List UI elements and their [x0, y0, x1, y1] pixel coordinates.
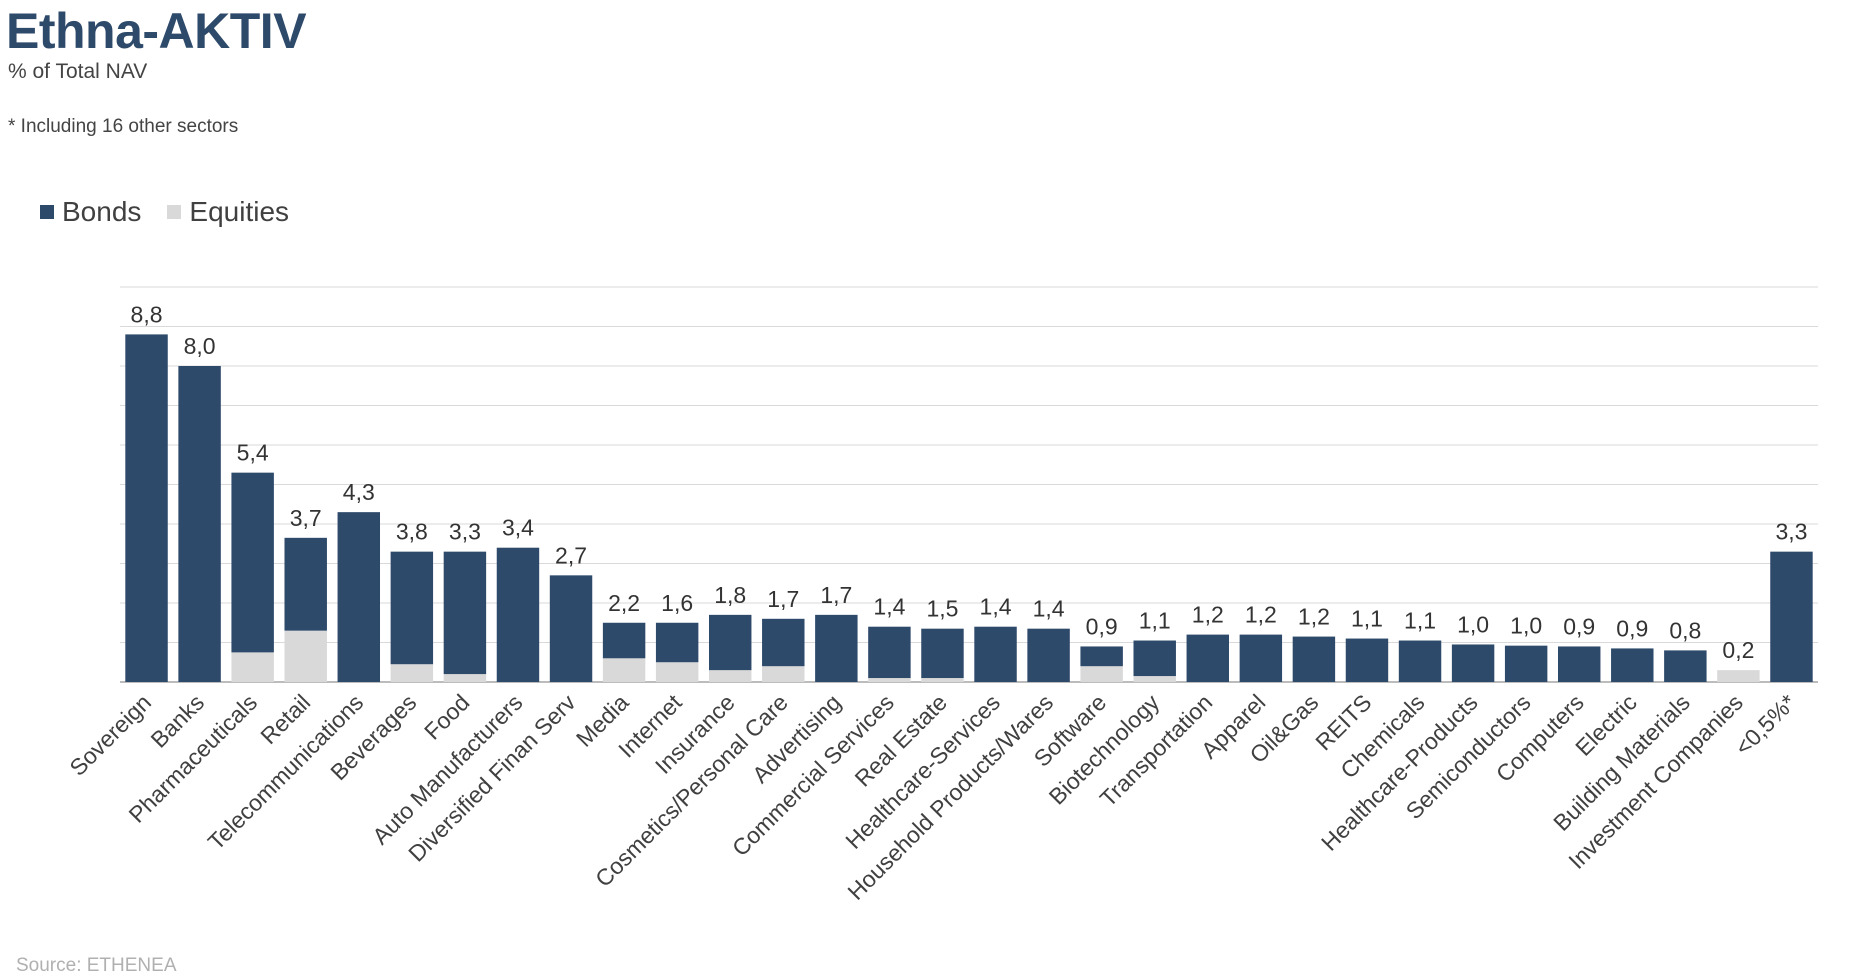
legend-label-bonds: Bonds	[62, 196, 142, 227]
legend-label-equities: Equities	[189, 196, 290, 227]
bar-equities-14	[868, 678, 911, 682]
legend-swatch-equities	[167, 205, 182, 219]
chart-subtitle: % of Total NAV	[8, 60, 148, 83]
data-label-11: 1,8	[714, 582, 746, 608]
data-label-4: 4,3	[343, 479, 375, 505]
data-label-28: 0,9	[1616, 615, 1648, 641]
bar-bonds-12	[762, 618, 805, 667]
bar-equities-30	[1717, 670, 1760, 682]
data-label-6: 3,3	[449, 519, 481, 545]
bar-bonds-31	[1770, 551, 1813, 682]
bar-bonds-23	[1345, 638, 1389, 682]
bar-bonds-7	[496, 547, 540, 682]
bar-bonds-3	[284, 537, 327, 631]
bar-equities-11	[708, 670, 752, 682]
bar-bonds-1	[178, 366, 221, 682]
bar-bonds-28	[1611, 648, 1654, 682]
bar-equities-2	[231, 652, 274, 682]
bar-bonds-0	[125, 334, 168, 682]
data-label-15: 1,5	[926, 596, 958, 622]
bar-bonds-25	[1451, 644, 1495, 682]
page-title: Ethna-AKTIV	[6, 3, 307, 59]
data-label-7: 3,4	[502, 515, 534, 541]
data-label-20: 1,2	[1192, 602, 1224, 628]
bar-bonds-20	[1186, 634, 1230, 682]
data-label-9: 2,2	[608, 590, 640, 616]
bar-equities-12	[762, 666, 805, 682]
bar-bonds-2	[231, 472, 274, 653]
data-label-12: 1,7	[767, 586, 799, 612]
bar-bonds-17	[1027, 628, 1070, 682]
bar-equities-3	[284, 630, 327, 682]
bar-bonds-14	[868, 626, 911, 679]
chart-footnote: * Including 16 other sectors	[8, 116, 239, 137]
bar-bonds-26	[1504, 645, 1548, 682]
bar-bonds-29	[1664, 650, 1707, 682]
data-label-17: 1,4	[1033, 596, 1065, 622]
legend-item-bonds: Bonds	[40, 196, 141, 228]
data-label-18: 0,9	[1086, 613, 1118, 639]
bar-bonds-27	[1557, 646, 1601, 682]
bar-bonds-6	[443, 551, 487, 675]
data-label-14: 1,4	[873, 594, 905, 620]
legend-item-equities: Equities	[167, 196, 289, 228]
data-label-26: 1,0	[1510, 613, 1542, 639]
bar-bonds-15	[921, 628, 964, 679]
data-label-22: 1,2	[1298, 604, 1330, 630]
bar-bonds-9	[602, 622, 646, 659]
bar-bonds-18	[1080, 646, 1123, 667]
bar-equities-19	[1133, 676, 1176, 682]
data-label-3: 3,7	[290, 505, 322, 531]
data-label-27: 0,9	[1563, 613, 1595, 639]
bar-bonds-5	[390, 551, 434, 665]
data-label-23: 1,1	[1351, 606, 1383, 632]
bar-equities-5	[390, 664, 434, 682]
bar-bonds-13	[815, 614, 858, 682]
bar-equities-6	[443, 674, 487, 682]
x-tick-label-0: Sovereign	[64, 689, 156, 781]
bar-bonds-21	[1239, 634, 1283, 682]
data-label-2: 5,4	[237, 440, 269, 466]
data-label-24: 1,1	[1404, 608, 1436, 634]
data-label-0: 8,8	[131, 301, 163, 327]
bar-bonds-4	[337, 512, 381, 682]
data-label-5: 3,8	[396, 519, 428, 545]
bar-bonds-11	[708, 614, 752, 671]
data-label-1: 8,0	[184, 333, 216, 359]
data-label-30: 0,2	[1722, 637, 1754, 663]
bar-bonds-24	[1398, 640, 1442, 682]
bar-equities-15	[921, 678, 964, 682]
data-label-13: 1,7	[820, 582, 852, 608]
bar-equities-10	[655, 662, 699, 682]
data-label-21: 1,2	[1245, 602, 1277, 628]
data-label-19: 1,1	[1139, 608, 1171, 634]
bar-bonds-10	[655, 622, 699, 663]
source-note: Source: ETHENEA	[16, 955, 177, 976]
bar-equities-18	[1080, 666, 1123, 682]
bar-bonds-8	[549, 575, 593, 682]
data-label-25: 1,0	[1457, 611, 1489, 637]
x-tick-label-31: <0,5%*	[1730, 689, 1801, 760]
data-label-16: 1,4	[980, 594, 1012, 620]
data-label-8: 2,7	[555, 542, 587, 568]
bar-bonds-22	[1292, 636, 1336, 682]
bar-bonds-19	[1133, 640, 1176, 677]
data-label-31: 3,3	[1775, 519, 1807, 545]
legend-swatch-bonds	[40, 205, 54, 219]
bar-equities-9	[602, 658, 646, 682]
bar-bonds-16	[974, 626, 1017, 682]
chart-legend: Bonds Equities	[40, 196, 289, 228]
data-label-29: 0,8	[1669, 617, 1701, 643]
data-label-10: 1,6	[661, 590, 693, 616]
